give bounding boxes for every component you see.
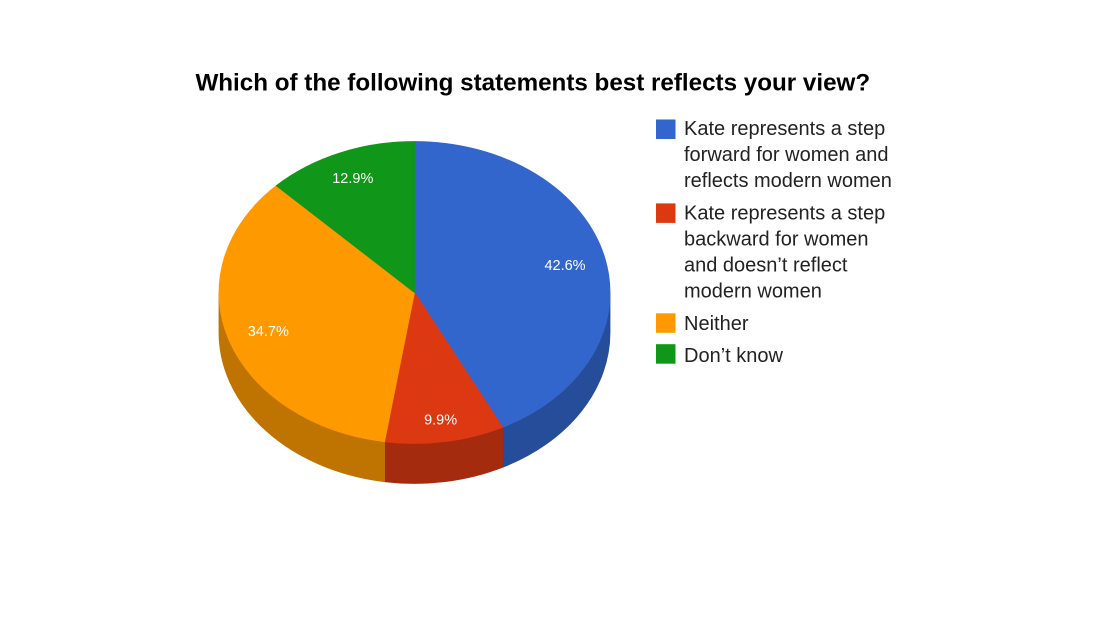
svg-text:Which of the following stateme: Which of the following statements best r… <box>195 69 870 96</box>
svg-text:reflects modern women: reflects modern women <box>684 170 892 192</box>
svg-text:forward for women and: forward for women and <box>684 144 889 166</box>
svg-text:42.6%: 42.6% <box>544 258 585 274</box>
svg-text:modern women: modern women <box>684 280 822 302</box>
svg-text:Kate represents a step: Kate represents a step <box>684 202 885 224</box>
svg-text:34.7%: 34.7% <box>248 324 289 340</box>
svg-text:Neither: Neither <box>684 313 749 335</box>
svg-text:9.9%: 9.9% <box>424 413 457 429</box>
svg-text:Kate represents a step: Kate represents a step <box>684 118 885 140</box>
svg-text:backward for women: backward for women <box>684 228 869 250</box>
svg-text:and doesn’t reflect: and doesn’t reflect <box>684 254 848 276</box>
svg-text:Don’t know: Don’t know <box>684 345 783 367</box>
svg-text:12.9%: 12.9% <box>332 171 373 187</box>
